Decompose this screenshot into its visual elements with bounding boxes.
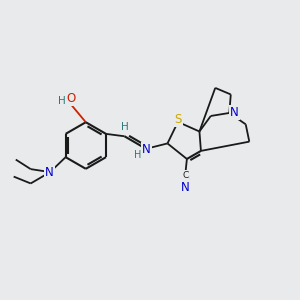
Text: S: S xyxy=(174,113,182,126)
Text: N: N xyxy=(45,166,54,179)
Text: H: H xyxy=(58,96,66,106)
Text: N: N xyxy=(142,143,151,156)
Text: N: N xyxy=(230,106,239,119)
Text: C: C xyxy=(182,171,188,180)
Text: O: O xyxy=(66,92,76,105)
Text: H: H xyxy=(134,150,141,161)
Text: N: N xyxy=(181,181,190,194)
Text: H: H xyxy=(121,122,129,132)
